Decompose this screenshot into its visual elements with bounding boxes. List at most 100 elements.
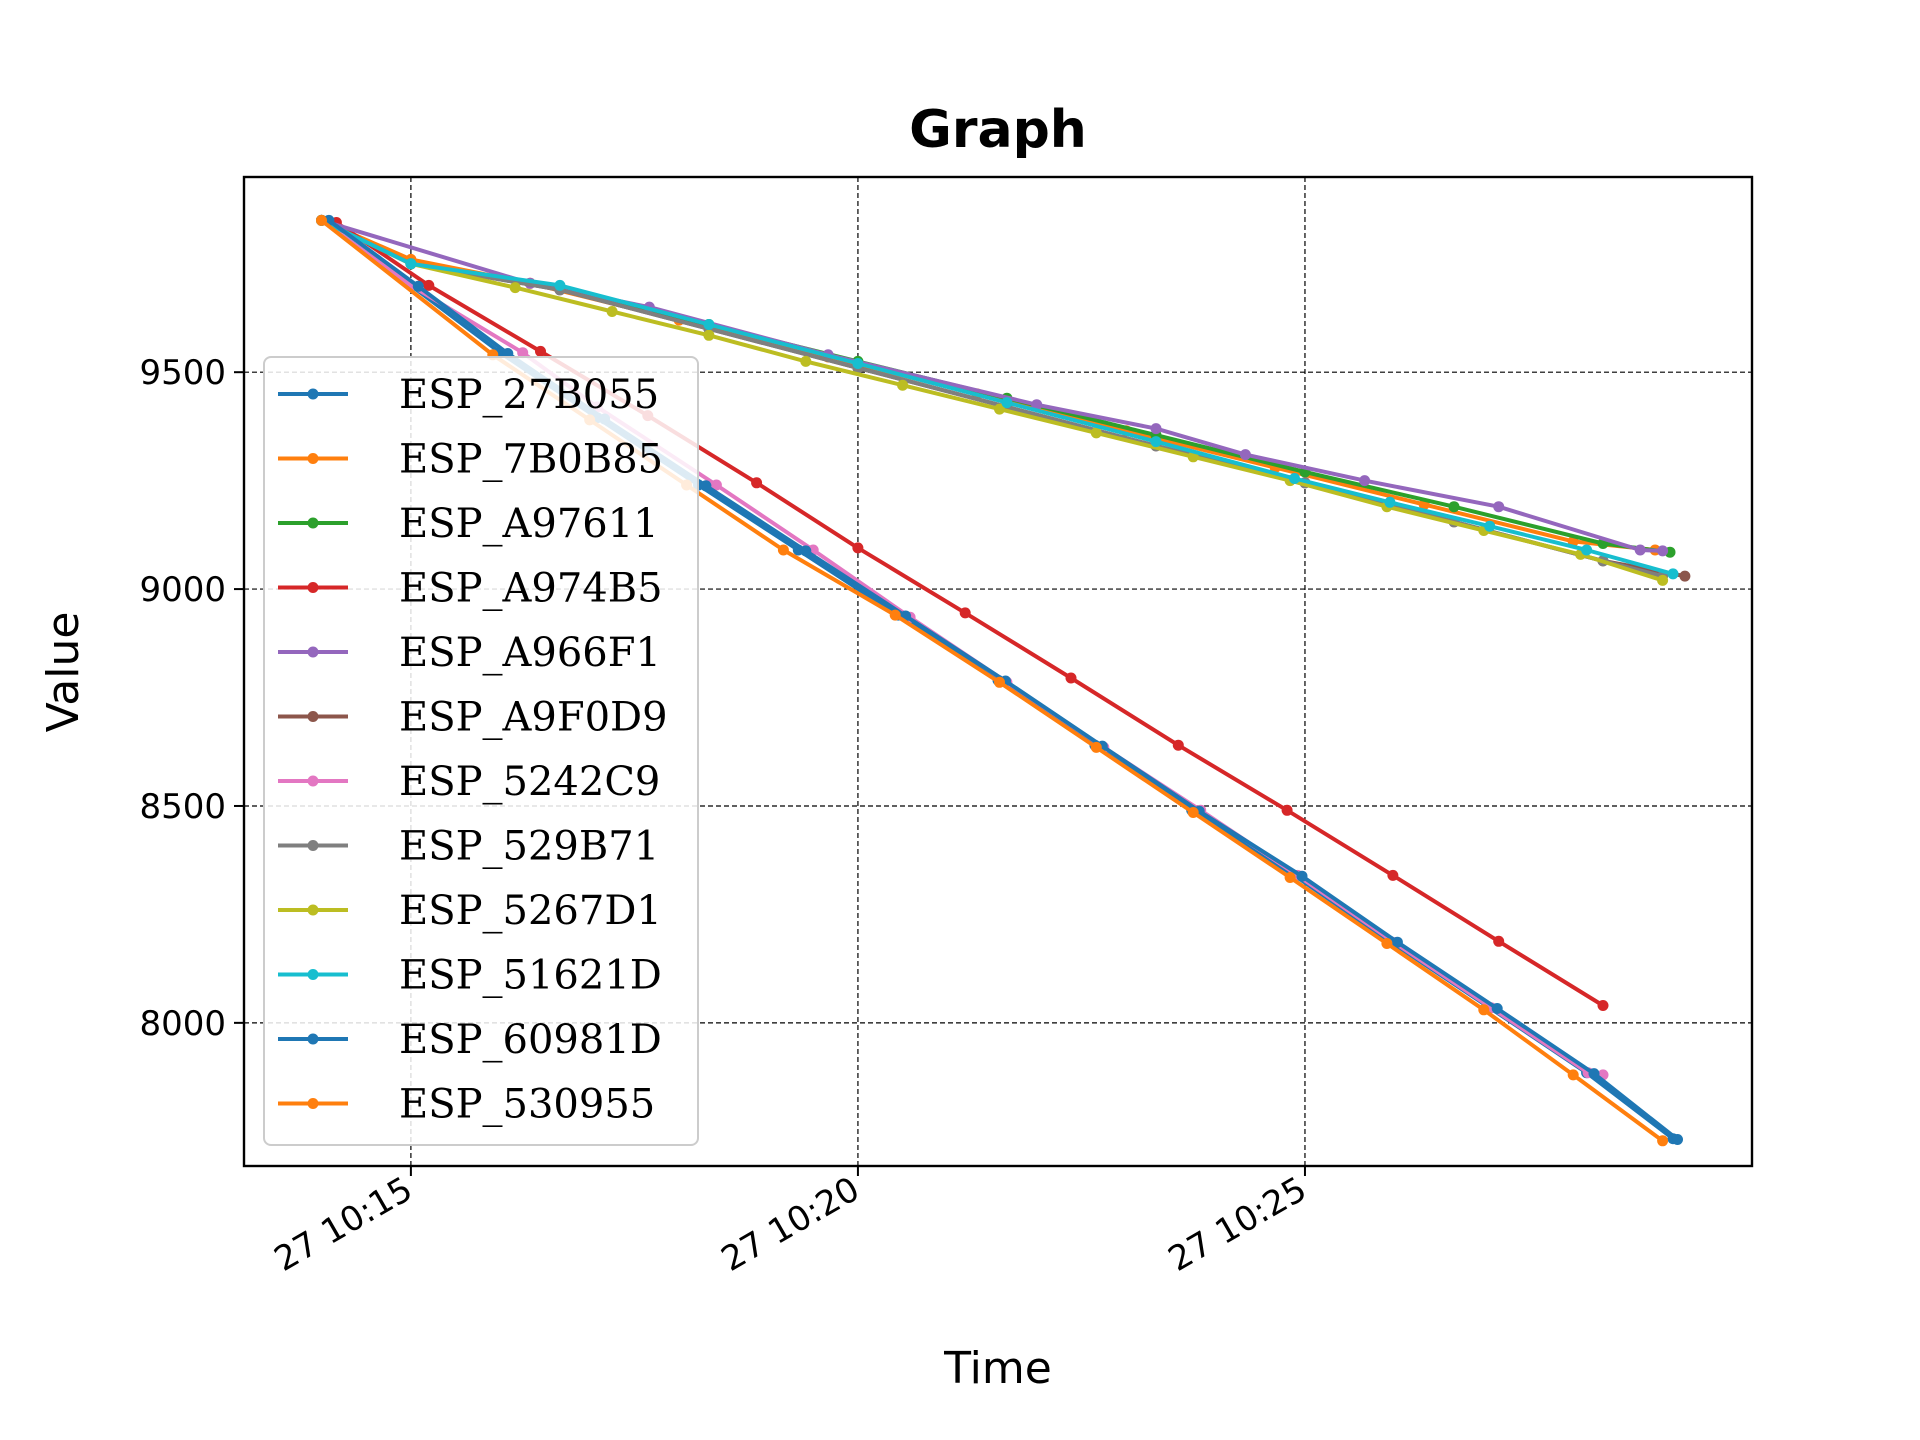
data-point [1187, 807, 1199, 818]
legend-marker [307, 904, 319, 916]
legend-label: ESP_60981D [399, 1017, 662, 1063]
data-point [1634, 544, 1646, 556]
data-point [1031, 399, 1043, 411]
data-point [1001, 397, 1013, 409]
data-point [1150, 423, 1162, 435]
data-point [1657, 1135, 1669, 1147]
series-layer [316, 214, 1691, 1147]
legend-label: ESP_27B055 [399, 372, 659, 418]
data-point [1484, 520, 1496, 532]
data-point [703, 319, 715, 330]
y-axis-ticks: 8000 8500 9000 9500 [139, 353, 244, 1044]
legend: ESP_27B055 ESP_7B0B85 ESP_A97611 ESP_A974B5… [263, 356, 699, 1146]
legend-item: ESP_7B0B85 [278, 437, 663, 483]
data-point [1672, 1134, 1683, 1145]
y-tick-label: 9500 [139, 353, 226, 393]
data-point [1391, 936, 1403, 948]
legend-marker [307, 1033, 319, 1045]
data-point [1581, 544, 1593, 556]
data-point [412, 280, 424, 292]
legend-item: ESP_A966F1 [278, 630, 661, 676]
data-point [800, 545, 812, 557]
data-point [800, 355, 812, 367]
data-point [1284, 872, 1296, 883]
data-point [1679, 570, 1691, 582]
data-point [777, 544, 789, 556]
chart-title: Graph [909, 100, 1087, 160]
data-point [959, 607, 971, 619]
legend-label: ESP_530955 [399, 1082, 655, 1128]
legend-marker [307, 840, 319, 851]
data-point [1281, 804, 1293, 816]
legend-label: ESP_51621D [399, 953, 662, 999]
legend-label: ESP_529B71 [399, 824, 659, 870]
legend-item: ESP_5267D1 [278, 888, 662, 934]
data-point [1491, 1003, 1503, 1014]
data-point [517, 347, 529, 359]
y-tick-label: 8500 [139, 787, 226, 827]
data-point [1387, 869, 1399, 881]
legend-label: ESP_A9F0D9 [399, 695, 668, 741]
data-point [1150, 436, 1162, 448]
data-point [1090, 427, 1102, 439]
series-line [320, 218, 1674, 576]
legend-item: ESP_A9F0D9 [278, 695, 668, 741]
data-point [1172, 739, 1184, 751]
y-tick-label: 9000 [139, 570, 226, 610]
legend-marker [307, 453, 319, 464]
data-point [1090, 741, 1102, 753]
series-ESP_A974B5 [330, 217, 1609, 1011]
data-point [509, 282, 521, 294]
data-point [703, 329, 715, 341]
legend-item: ESP_5242C9 [278, 759, 660, 805]
data-point [1657, 574, 1669, 586]
data-point [1065, 672, 1077, 684]
data-point [994, 676, 1005, 688]
legend-marker [307, 388, 319, 400]
data-point [852, 542, 864, 554]
legend-item: ESP_60981D [278, 1017, 662, 1063]
legend-label: ESP_5242C9 [399, 759, 660, 805]
y-axis-label: Value [38, 612, 89, 733]
data-point [700, 480, 712, 492]
data-point [751, 477, 763, 489]
series-ESP_51621D [316, 214, 1679, 580]
data-point [1381, 938, 1393, 949]
legend-label: ESP_A97611 [399, 501, 659, 547]
data-point [606, 306, 618, 317]
data-point [710, 479, 722, 491]
data-point [554, 279, 566, 291]
data-point [1493, 501, 1505, 513]
legend-item: ESP_529B71 [278, 824, 659, 870]
data-point [1493, 935, 1505, 947]
data-point [994, 403, 1005, 415]
data-point [1567, 1069, 1579, 1081]
legend-item: ESP_27B055 [278, 372, 659, 418]
legend-label: ESP_A966F1 [399, 630, 661, 676]
data-point [852, 358, 864, 369]
data-point [1359, 475, 1371, 487]
plot-frame [242, 175, 1754, 1168]
legend-marker [307, 775, 319, 787]
legend-marker [307, 1098, 319, 1109]
legend-label: ESP_A974B5 [399, 566, 663, 612]
data-point [535, 345, 546, 357]
legend-item: ESP_A97611 [278, 501, 659, 547]
legend-item: ESP_51621D [278, 953, 662, 999]
legend-label: ESP_7B0B85 [399, 437, 663, 483]
data-point [1384, 496, 1396, 508]
legend-marker [307, 582, 319, 593]
data-point [423, 279, 435, 291]
data-point [1448, 501, 1460, 513]
data-point [1588, 1068, 1600, 1080]
data-point [1289, 473, 1300, 484]
y-tick-label: 8000 [139, 1004, 226, 1044]
data-point [405, 258, 417, 270]
legend-item: ESP_A974B5 [278, 566, 663, 612]
legend-marker [307, 969, 319, 980]
data-point [889, 609, 901, 621]
legend-label: ESP_5267D1 [399, 888, 662, 934]
data-point [897, 379, 909, 391]
data-point [1478, 1004, 1490, 1016]
